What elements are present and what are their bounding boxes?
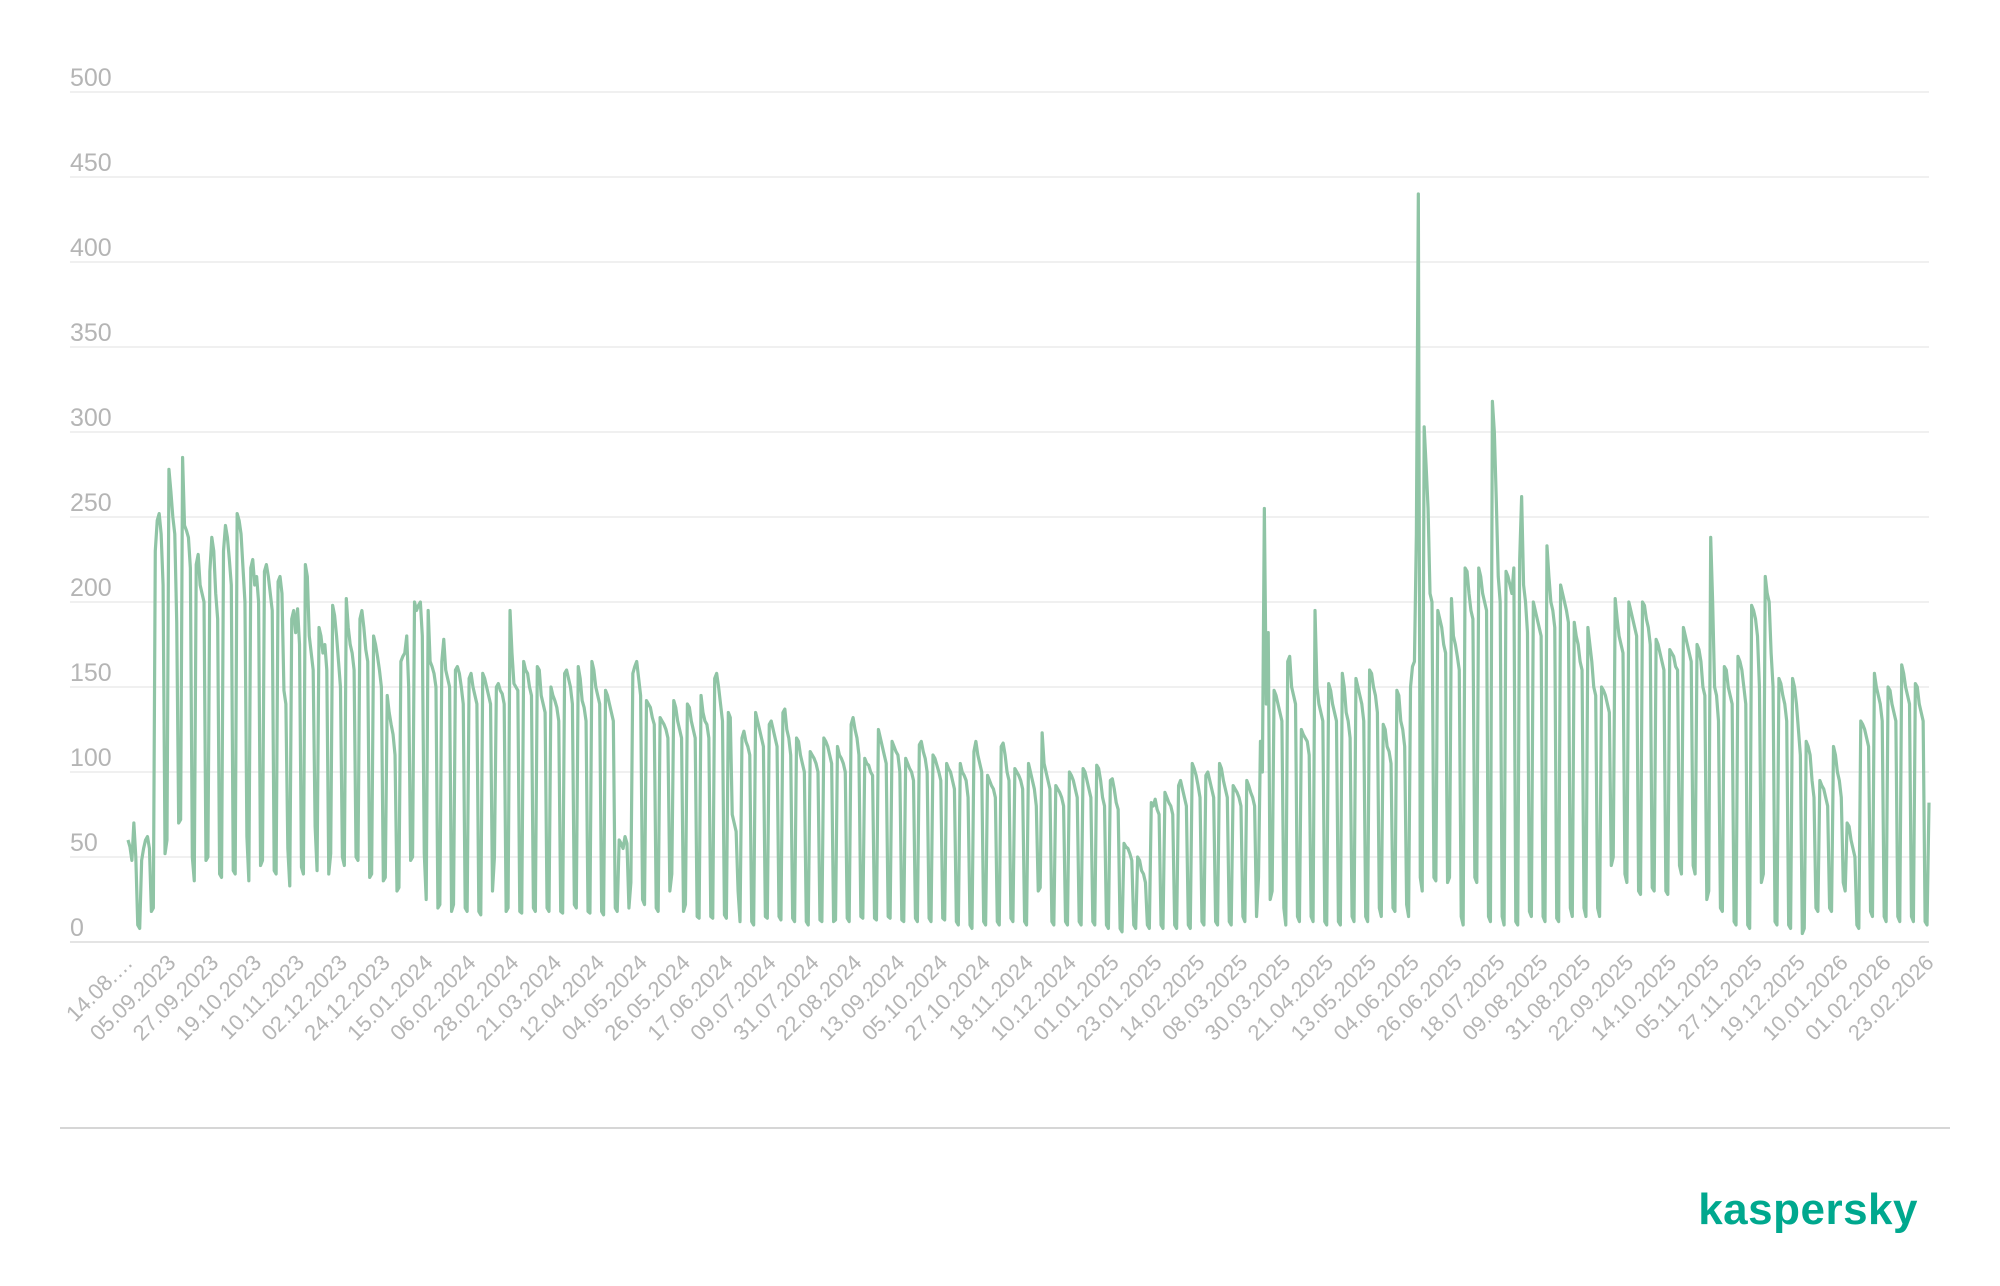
y-tick-label: 350 <box>70 319 112 347</box>
y-tick-label: 250 <box>70 489 112 517</box>
y-tick-label: 150 <box>70 659 112 687</box>
y-tick-label: 400 <box>70 234 112 262</box>
y-tick-label: 300 <box>70 404 112 432</box>
y-tick-label: 450 <box>70 149 112 177</box>
y-tick-label: 50 <box>70 829 98 857</box>
y-tick-label: 200 <box>70 574 112 602</box>
y-tick-label: 500 <box>70 64 112 92</box>
data-line <box>126 192 1931 936</box>
y-tick-label: 0 <box>70 914 84 942</box>
brand-logo: kaspersky <box>1698 1185 1918 1234</box>
y-tick-label: 100 <box>70 744 112 772</box>
